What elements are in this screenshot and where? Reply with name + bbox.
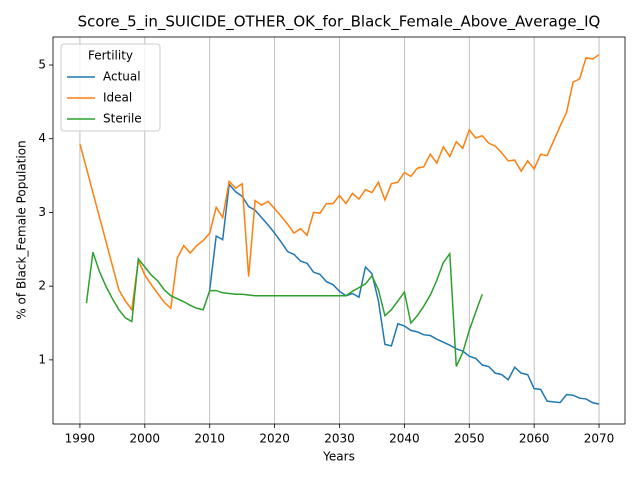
x-tick-label: 2050 (454, 432, 485, 446)
y-tick-label: 5 (38, 58, 46, 72)
x-tick-label: 2000 (130, 432, 161, 446)
y-axis-label: % of Black_Female Population (15, 140, 29, 319)
x-axis-label: Years (322, 450, 355, 464)
lines (79, 54, 600, 405)
x-tick-label: 2040 (389, 432, 420, 446)
legend: Fertility Actual Ideal Sterile (60, 43, 161, 132)
y-tick-label: 1 (38, 352, 46, 366)
x-tick-label: 2010 (194, 432, 225, 446)
x-tick-label: 2070 (584, 432, 615, 446)
y-tick-label: 3 (38, 205, 46, 219)
x-tick-label: 1990 (65, 432, 96, 446)
ticks: 1990 2000 2010 2020 2030 2040 2050 2060 2070 1 2 3 4… (38, 58, 614, 446)
chart-title: Score_5_in_SUICIDE_OTHER_OK_for_Black_Fe… (78, 13, 601, 32)
legend-label: Actual (103, 70, 141, 84)
data-line (79, 54, 600, 312)
legend-label: Ideal (103, 91, 132, 105)
y-tick-label: 2 (38, 279, 46, 293)
x-tick-label: 2060 (519, 432, 550, 446)
legend-box (60, 43, 161, 132)
legend-label: Sterile (103, 112, 142, 126)
x-tick-label: 2020 (259, 432, 290, 446)
legend-title: Fertility (88, 49, 133, 63)
data-line (85, 251, 483, 367)
data-line (208, 182, 600, 405)
plot-frame (52, 36, 626, 425)
x-tick-label: 2030 (324, 432, 355, 446)
y-tick-label: 4 (38, 131, 46, 145)
